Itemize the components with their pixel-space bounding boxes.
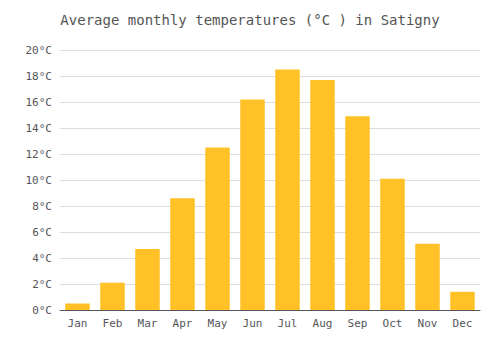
svg-text:Jul: Jul <box>278 317 298 330</box>
svg-text:Jan: Jan <box>68 317 88 330</box>
svg-text:2°C: 2°C <box>32 278 52 291</box>
svg-text:14°C: 14°C <box>26 122 53 135</box>
svg-text:0°C: 0°C <box>32 304 52 317</box>
svg-text:8°C: 8°C <box>32 200 52 213</box>
svg-text:Average monthly temperatures (: Average monthly temperatures (°C ) in Sa… <box>60 12 439 28</box>
svg-text:6°C: 6°C <box>32 226 52 239</box>
svg-text:Aug: Aug <box>313 317 333 330</box>
svg-text:Jun: Jun <box>243 317 263 330</box>
svg-text:18°C: 18°C <box>26 70 53 83</box>
svg-text:20°C: 20°C <box>26 44 53 57</box>
svg-text:Oct: Oct <box>383 317 403 330</box>
svg-text:4°C: 4°C <box>32 252 52 265</box>
svg-text:16°C: 16°C <box>26 96 53 109</box>
svg-text:Dec: Dec <box>453 317 473 330</box>
svg-text:Mar: Mar <box>138 317 158 330</box>
svg-text:10°C: 10°C <box>26 174 53 187</box>
svg-text:May: May <box>208 317 228 330</box>
svg-text:Apr: Apr <box>173 317 193 330</box>
svg-text:Feb: Feb <box>103 317 123 330</box>
svg-text:Sep: Sep <box>348 317 368 330</box>
svg-text:12°C: 12°C <box>26 148 53 161</box>
svg-text:Nov: Nov <box>418 317 438 330</box>
